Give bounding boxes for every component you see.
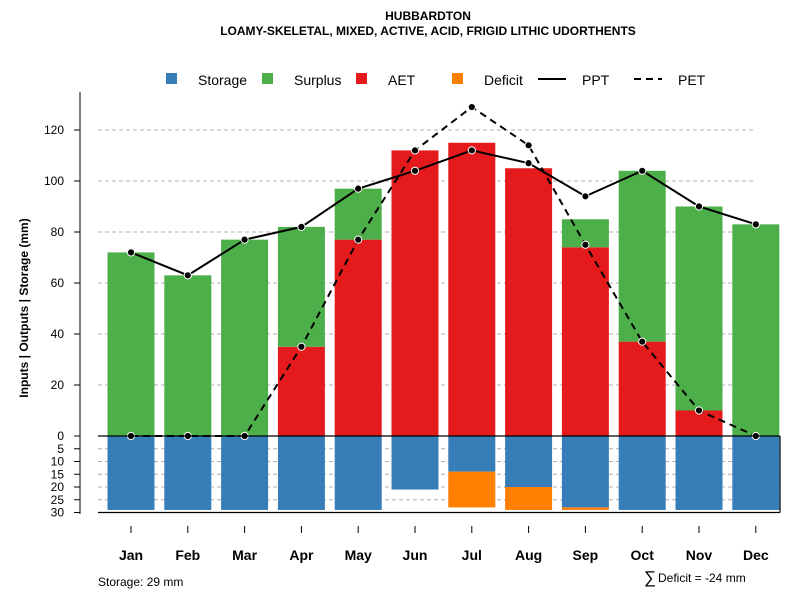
pet-point: [581, 240, 590, 249]
ppt-point: [467, 146, 476, 155]
ppt-point: [638, 166, 647, 175]
ppt-line: [130, 149, 757, 277]
y-tick-label: 30: [51, 506, 65, 520]
deficit-note: Deficit = -24 mm: [658, 571, 746, 585]
legend-swatch-deficit: [452, 73, 463, 84]
y-tick-label: 25: [51, 493, 65, 507]
pet-line: [131, 105, 757, 437]
storage-note: Storage: 29 mm: [98, 575, 183, 589]
legend-label-storage: Storage: [198, 72, 247, 88]
y-tick-label: 120: [44, 123, 64, 137]
month-label: Aug: [515, 547, 542, 563]
month-label: Jun: [403, 547, 428, 563]
deficit-bar: [448, 471, 496, 508]
ppt-point: [240, 235, 249, 244]
month-label: Apr: [289, 547, 314, 563]
surplus-bar: [334, 188, 382, 240]
ppt-point: [126, 248, 136, 257]
ppt-point: [183, 271, 192, 280]
ppt-point: [410, 166, 420, 175]
storage-bar: [164, 436, 212, 510]
legend-label-deficit: Deficit: [484, 72, 523, 88]
deficit-bar: [561, 507, 609, 510]
aet-bar: [618, 341, 666, 436]
storage-bar: [675, 436, 723, 510]
aet-bar: [334, 239, 382, 436]
legend-label-pet: PET: [678, 72, 706, 88]
y-tick-label: 20: [51, 378, 65, 392]
y-tick-label: 10: [51, 455, 65, 469]
legend-swatch-aet: [356, 73, 367, 84]
aet-bar: [675, 410, 723, 436]
legend-label-ppt: PPT: [582, 72, 610, 88]
pet-point: [524, 141, 533, 150]
legend-label-aet: AET: [388, 72, 416, 88]
y-tick-label: 0: [57, 429, 64, 443]
y-tick-label: 15: [51, 467, 65, 481]
storage-bar: [334, 436, 382, 510]
aet-bar: [561, 247, 609, 436]
storage-bar: [448, 436, 496, 472]
storage-bar: [732, 436, 780, 510]
month-label: Feb: [175, 547, 200, 563]
ppt-point: [297, 222, 306, 231]
month-label: Jan: [119, 547, 143, 563]
aet-bar: [505, 168, 553, 436]
y-tick-label: 20: [51, 480, 65, 494]
surplus-bar: [107, 252, 155, 436]
storage-bar: [391, 436, 439, 490]
month-label: Jul: [462, 547, 482, 563]
legend-label-surplus: Surplus: [294, 72, 341, 88]
storage-bar: [505, 436, 553, 487]
surplus-bar: [221, 239, 269, 436]
month-label: Mar: [232, 547, 257, 563]
surplus-bar: [675, 206, 723, 411]
y-tick-label: 5: [57, 442, 64, 456]
chart-title: HUBBARDTON: [385, 9, 471, 23]
deficit-bar: [505, 487, 553, 510]
aet-bar: [448, 142, 496, 436]
storage-bar: [277, 436, 325, 510]
y-tick-label: 60: [51, 276, 65, 290]
storage-bar: [561, 436, 609, 508]
deficit-sum-symbol: ∑: [644, 568, 656, 587]
pet-point: [297, 342, 306, 351]
pet-point: [467, 102, 476, 112]
ppt-point: [354, 184, 363, 193]
storage-bar: [221, 436, 269, 510]
ppt-point: [581, 192, 590, 201]
ppt-point: [524, 159, 533, 168]
month-label: Nov: [686, 547, 713, 563]
chart-subtitle: LOAMY-SKELETAL, MIXED, ACTIVE, ACID, FRI…: [220, 24, 636, 38]
pet-point: [638, 337, 647, 346]
y-tick-label: 100: [44, 174, 64, 188]
month-label: Dec: [743, 547, 769, 563]
legend: Storage Surplus AET Deficit PPT PET: [166, 72, 706, 88]
ppt-point: [751, 220, 760, 229]
storage-bar: [107, 436, 155, 510]
surplus-bar: [164, 275, 212, 436]
aet-bar: [391, 150, 439, 436]
bars: [107, 142, 780, 510]
surplus-bar: [277, 226, 325, 347]
month-label: Oct: [631, 547, 655, 563]
pet-point: [410, 146, 420, 155]
aet-bar: [277, 346, 325, 436]
y-axis-label: Inputs | Outputs | Storage (mm): [17, 218, 31, 397]
surplus-bar: [732, 224, 780, 436]
y-tick-label: 40: [51, 327, 65, 341]
ppt-point: [694, 202, 704, 211]
month-label: May: [345, 547, 372, 563]
surplus-bar: [618, 170, 666, 342]
month-label: Sep: [573, 547, 599, 563]
y-tick-label: 80: [51, 225, 65, 239]
pet-point: [694, 406, 704, 415]
pet-point: [354, 235, 363, 244]
legend-swatch-storage: [166, 73, 177, 84]
legend-swatch-surplus: [262, 73, 273, 84]
storage-bar: [618, 436, 666, 510]
